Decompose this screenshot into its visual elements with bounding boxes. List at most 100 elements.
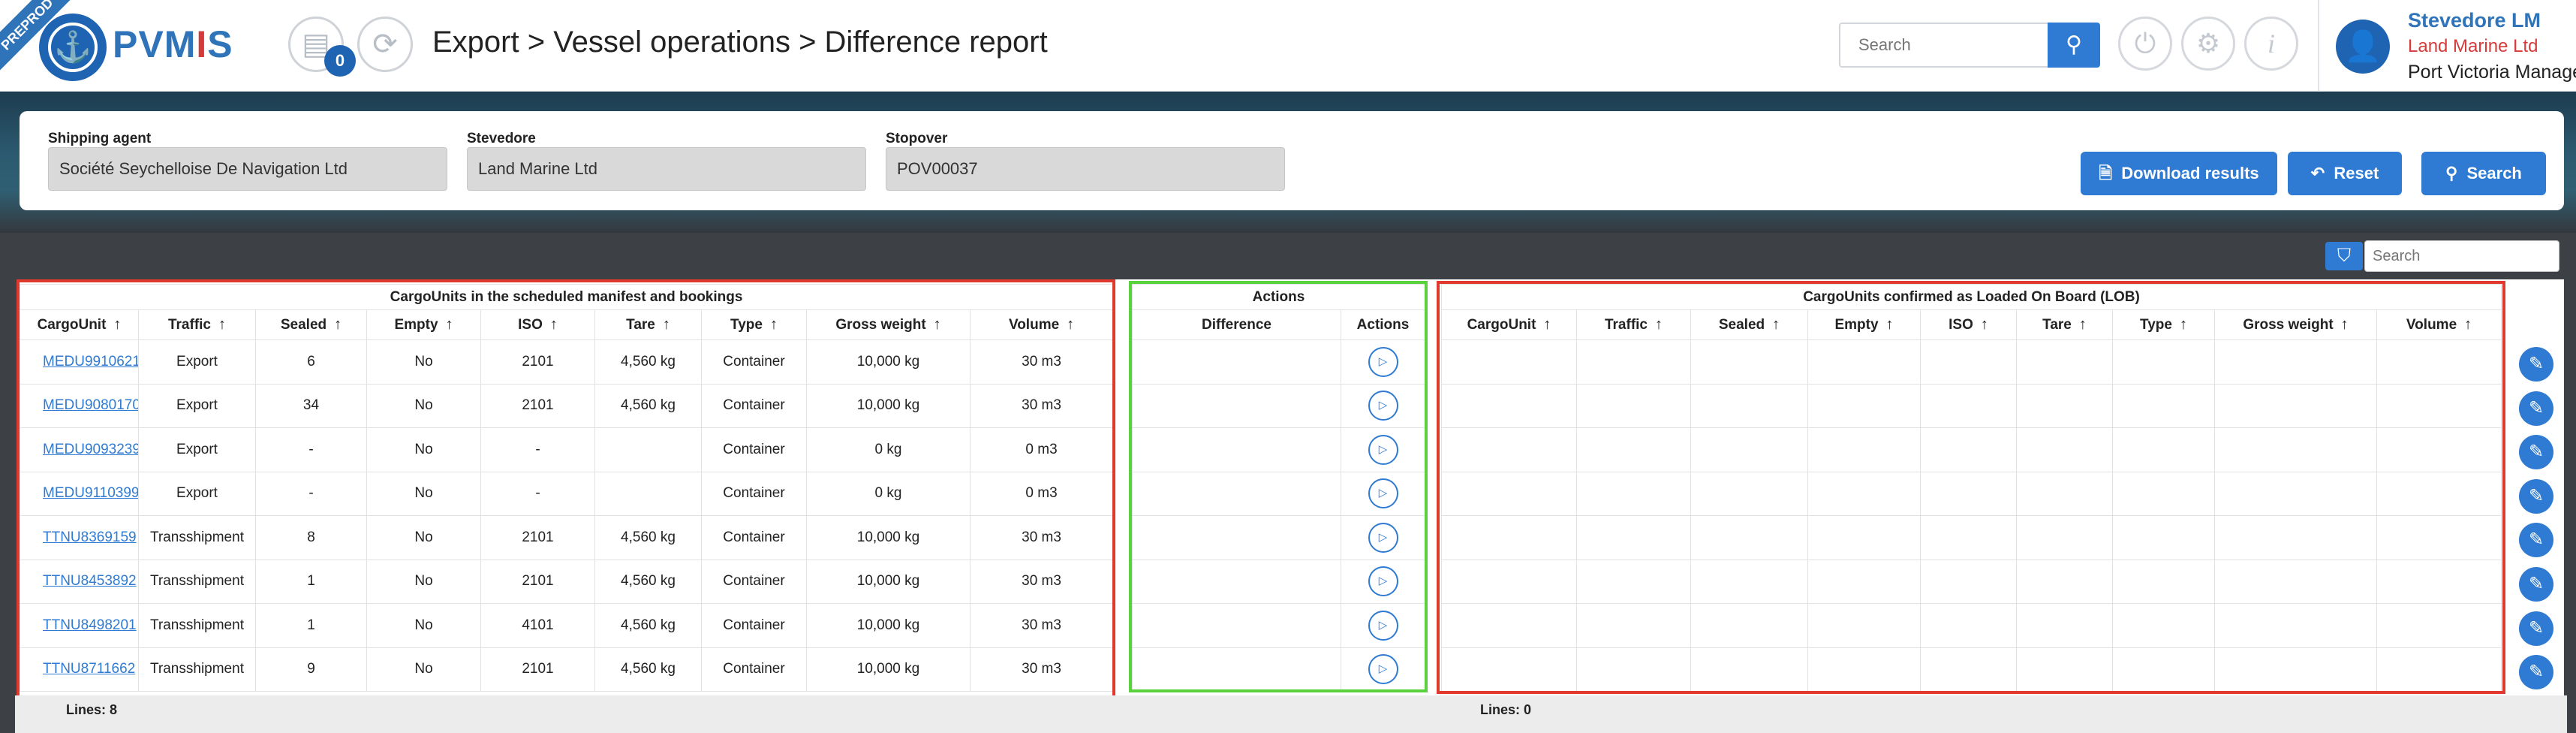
play-icon[interactable]: ▷ <box>1368 610 1398 641</box>
edit-icon[interactable]: ✎ <box>2519 611 2553 646</box>
edit-icon[interactable]: ✎ <box>2519 567 2553 602</box>
cargo-unit-link[interactable]: TTNU8369159 <box>20 515 139 560</box>
download-results-button[interactable]: 🗎 Download results <box>2081 152 2277 195</box>
arrow-up-icon[interactable]: ↑ <box>1543 316 1551 333</box>
arrow-up-icon[interactable]: ↑ <box>2340 316 2349 333</box>
column-header-cargounit[interactable]: CargoUnit ↑ <box>20 309 139 340</box>
column-header-traffic[interactable]: Traffic ↑ <box>138 309 256 340</box>
edit-icon[interactable]: ✎ <box>2519 655 2553 690</box>
play-icon[interactable]: ▷ <box>1368 434 1398 465</box>
settings-button[interactable]: ⚙ <box>2181 17 2235 71</box>
table-cell: 2101 <box>480 383 595 428</box>
play-icon[interactable]: ▷ <box>1368 346 1398 377</box>
table-cell <box>2214 647 2377 692</box>
column-header-empty[interactable]: Empty ↑ <box>1807 309 1921 340</box>
shipping-agent-field[interactable]: Société Seychelloise De Navigation Ltd <box>48 147 447 191</box>
arrow-up-icon[interactable]: ↑ <box>445 316 453 333</box>
column-header-tare[interactable]: Tare ↑ <box>2016 309 2113 340</box>
loaded-on-board-title: CargoUnits confirmed as Loaded On Board … <box>1440 284 2502 310</box>
table-cell: Transshipment <box>138 515 256 560</box>
arrow-up-icon[interactable]: ↑ <box>218 316 227 333</box>
play-icon[interactable]: ▷ <box>1368 391 1398 421</box>
cargo-unit-link[interactable]: MEDU9910621 <box>20 339 139 385</box>
table-cell <box>1441 383 1577 428</box>
column-header-cargounit[interactable]: CargoUnit ↑ <box>1441 309 1577 340</box>
breadcrumb: Export > Vessel operations > Difference … <box>432 26 1048 59</box>
cargo-unit-link[interactable]: MEDU9080170 <box>20 383 139 428</box>
power-button[interactable]: ⏻ <box>2118 17 2172 71</box>
column-header-tare[interactable]: Tare ↑ <box>594 309 702 340</box>
arrow-up-icon[interactable]: ↑ <box>1067 316 1075 333</box>
loaded-on-board-table: CargoUnits confirmed as Loaded On Board … <box>1440 284 2502 692</box>
table-cell <box>1441 471 1577 516</box>
table-cell <box>1690 471 1808 516</box>
global-search-button[interactable]: ⚲ <box>2048 23 2100 68</box>
table-cell: Container <box>701 383 807 428</box>
action-cell: ▷ <box>1341 427 1425 472</box>
edit-icon[interactable]: ✎ <box>2519 478 2553 514</box>
edit-icon[interactable]: ✎ <box>2519 347 2553 382</box>
table-cell: 0 kg <box>806 471 971 516</box>
table-row: TTNU8453892 Transshipment 1 No 2101 4,560 kg C… <box>20 559 1114 604</box>
cargo-unit-link[interactable]: TTNU8711662 <box>20 647 139 692</box>
arrow-up-icon[interactable]: ↑ <box>769 316 778 333</box>
play-icon[interactable]: ▷ <box>1368 566 1398 597</box>
reset-button[interactable]: ↶ Reset <box>2288 152 2402 195</box>
notifications-button[interactable]: ▤ <box>288 17 344 72</box>
edit-icon[interactable]: ✎ <box>2519 435 2553 470</box>
refresh-button[interactable]: ⟳ <box>357 17 413 72</box>
arrow-up-icon[interactable]: ↑ <box>662 316 670 333</box>
play-icon[interactable]: ▷ <box>1368 478 1398 509</box>
arrow-up-icon[interactable]: ↑ <box>334 316 342 333</box>
arrow-up-icon[interactable]: ↑ <box>1885 316 1894 333</box>
column-header-type[interactable]: Type ↑ <box>2112 309 2215 340</box>
column-header-empty[interactable]: Empty ↑ <box>366 309 481 340</box>
cargo-unit-link[interactable]: TTNU8498201 <box>20 603 139 648</box>
info-button[interactable]: i <box>2244 17 2298 71</box>
arrow-up-icon[interactable]: ↑ <box>1772 316 1780 333</box>
arrow-up-icon[interactable]: ↑ <box>1655 316 1663 333</box>
arrow-up-icon[interactable]: ↑ <box>2078 316 2087 333</box>
table-cell: 0 m3 <box>969 427 1114 472</box>
play-icon[interactable]: ▷ <box>1368 522 1398 553</box>
arrow-up-icon[interactable]: ↑ <box>2464 316 2472 333</box>
stopover-field[interactable]: POV00037 <box>886 147 1285 191</box>
table-filter-button[interactable]: ⛉ <box>2325 242 2363 270</box>
cargo-unit-link[interactable]: TTNU8453892 <box>20 559 139 604</box>
table-cell <box>1576 383 1691 428</box>
column-header-volume[interactable]: Volume ↑ <box>2376 309 2502 340</box>
avatar[interactable]: 👤 <box>2336 20 2390 74</box>
cargo-unit-link[interactable]: MEDU9110399 <box>20 471 139 516</box>
column-header-volume[interactable]: Volume ↑ <box>969 309 1114 340</box>
column-header-sealed[interactable]: Sealed ↑ <box>255 309 367 340</box>
edit-icon[interactable]: ✎ <box>2519 391 2553 426</box>
stevedore-field[interactable]: Land Marine Ltd <box>467 147 866 191</box>
table-cell: 10,000 kg <box>806 603 971 648</box>
arrow-up-icon[interactable]: ↑ <box>113 316 122 333</box>
table-cell <box>1690 647 1808 692</box>
column-header-iso[interactable]: ISO ↑ <box>1920 309 2017 340</box>
table-cell <box>1576 559 1691 604</box>
table-cell <box>2112 559 2215 604</box>
column-header-gross-weight[interactable]: Gross weight ↑ <box>806 309 971 340</box>
table-cell: Container <box>701 427 807 472</box>
arrow-up-icon[interactable]: ↑ <box>2179 316 2187 333</box>
table-search-input[interactable] <box>2364 240 2559 272</box>
table-row: MEDU9110399 Export - No - Container 0 kg 0 m3 <box>20 471 1114 516</box>
table-cell: Container <box>701 603 807 648</box>
play-icon[interactable]: ▷ <box>1368 654 1398 685</box>
arrow-up-icon[interactable]: ↑ <box>1980 316 1988 333</box>
column-header-sealed[interactable]: Sealed ↑ <box>1690 309 1808 340</box>
cargo-unit-link[interactable]: MEDU9093239 <box>20 427 139 472</box>
arrow-up-icon[interactable]: ↑ <box>549 316 558 333</box>
edit-icon[interactable]: ✎ <box>2519 523 2553 558</box>
table-cell <box>1441 515 1577 560</box>
column-header-iso[interactable]: ISO ↑ <box>480 309 595 340</box>
column-header-traffic[interactable]: Traffic ↑ <box>1576 309 1691 340</box>
arrow-up-icon[interactable]: ↑ <box>933 316 941 333</box>
difference-cell <box>1132 559 1341 604</box>
column-header-gross-weight[interactable]: Gross weight ↑ <box>2214 309 2377 340</box>
global-search-input[interactable] <box>1839 23 2049 68</box>
search-button[interactable]: ⚲ Search <box>2421 152 2546 195</box>
column-header-type[interactable]: Type ↑ <box>701 309 807 340</box>
